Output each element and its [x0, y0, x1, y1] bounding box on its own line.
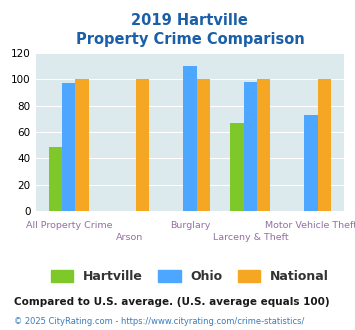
Text: Arson: Arson: [116, 233, 143, 242]
Bar: [49, 147, 62, 211]
Text: Compared to U.S. average. (U.S. average equals 100): Compared to U.S. average. (U.S. average …: [14, 297, 330, 307]
Bar: [304, 115, 318, 211]
Text: Larceny & Theft: Larceny & Theft: [213, 233, 288, 242]
Bar: [136, 79, 149, 211]
Bar: [197, 79, 210, 211]
Legend: Hartville, Ohio, National: Hartville, Ohio, National: [46, 265, 334, 288]
Bar: [318, 79, 331, 211]
Bar: [76, 79, 89, 211]
Bar: [244, 82, 257, 211]
Text: © 2025 CityRating.com - https://www.cityrating.com/crime-statistics/: © 2025 CityRating.com - https://www.city…: [14, 317, 305, 326]
Bar: [183, 66, 197, 211]
Bar: [62, 83, 76, 211]
Bar: [230, 123, 244, 211]
Text: Motor Vehicle Theft: Motor Vehicle Theft: [265, 221, 355, 230]
Text: All Property Crime: All Property Crime: [26, 221, 112, 230]
Text: Burglary: Burglary: [170, 221, 210, 230]
Title: 2019 Hartville
Property Crime Comparison: 2019 Hartville Property Crime Comparison: [76, 13, 304, 48]
Bar: [257, 79, 271, 211]
